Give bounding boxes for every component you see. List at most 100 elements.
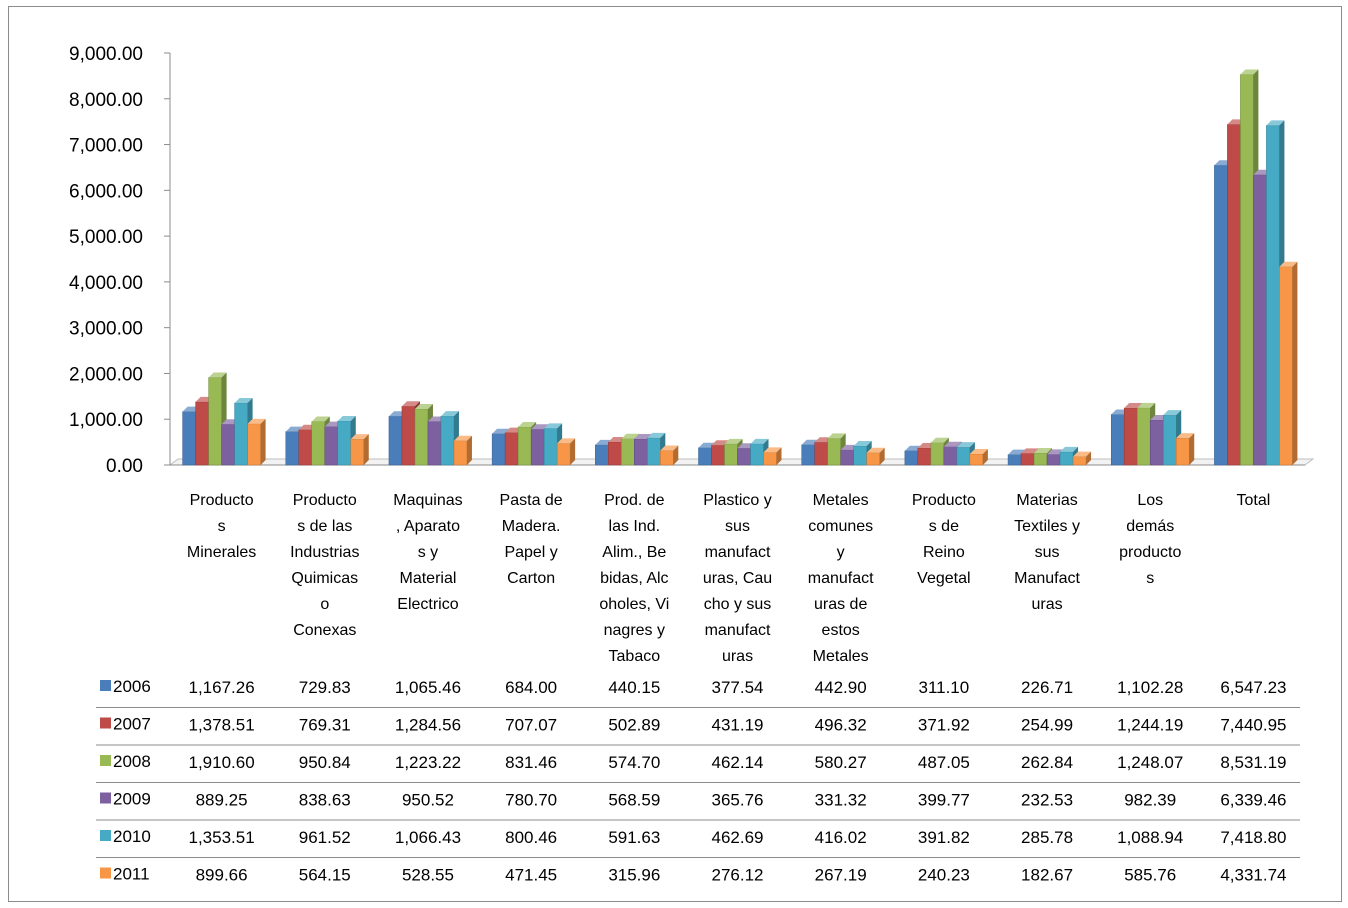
table-cell: 950.52	[402, 791, 454, 810]
table-cell: 564.15	[299, 866, 351, 885]
bar-2007	[917, 447, 932, 466]
bar-side-2011	[1292, 261, 1298, 465]
bar-2010	[750, 443, 764, 466]
bar-2008	[621, 438, 635, 466]
category-label: Prod. de	[604, 492, 665, 509]
bar-2011	[247, 423, 261, 466]
bar-top-2011	[247, 418, 266, 424]
bar-2008	[827, 438, 841, 466]
bar-2009	[221, 424, 235, 466]
bar-2007	[504, 432, 519, 466]
legend-label-2010: 2010	[113, 827, 151, 846]
table-cell: 950.84	[299, 753, 351, 772]
bar-side-2011	[879, 447, 885, 465]
category-label: Madera.	[502, 518, 561, 535]
table-cell: 899.66	[196, 866, 248, 885]
bar-side-2011	[466, 435, 472, 465]
category-label: s y	[418, 544, 438, 561]
table-cell: 440.15	[608, 678, 660, 697]
table-cell: 182.67	[1021, 866, 1073, 885]
bar-2010	[543, 428, 558, 466]
table-cell: 6,339.46	[1220, 791, 1286, 810]
bar-2006	[491, 433, 506, 466]
bar-2006	[904, 450, 919, 466]
bar-top-2010	[750, 438, 769, 444]
category-label: uras, Cau	[703, 570, 772, 587]
table-cell: 1,088.94	[1117, 828, 1183, 847]
category-label: oholes, Vi	[599, 596, 669, 613]
table-cell: 391.82	[918, 828, 970, 847]
bar-2006	[388, 415, 403, 466]
bar-2007	[195, 401, 209, 466]
bar-top-2010	[956, 442, 975, 448]
category-label: demás	[1126, 518, 1174, 535]
bar-2007	[814, 442, 828, 466]
category-label: s	[218, 518, 226, 535]
bar-2011	[1279, 266, 1293, 466]
category-label: Industrias	[290, 544, 359, 561]
category-label: Material	[400, 570, 457, 587]
y-tick-label: 8,000.00	[69, 90, 143, 111]
bar-2007	[711, 445, 725, 466]
category-label: estos	[822, 622, 860, 639]
bar-2009	[943, 446, 958, 466]
table-cell: 1,223.22	[395, 753, 461, 772]
table-cell: 1,284.56	[395, 716, 461, 735]
category-label: producto	[1119, 544, 1181, 561]
legend-key-2006	[100, 680, 111, 691]
bar-side-2011	[776, 447, 782, 465]
bar-top-2011	[969, 449, 988, 455]
bar-2011	[763, 452, 777, 466]
category-label: Carton	[507, 570, 555, 587]
table-cell: 262.84	[1021, 753, 1073, 772]
bar-2007	[1123, 407, 1138, 466]
category-label: Total	[1237, 492, 1271, 509]
category-label: Plastico y	[703, 492, 771, 509]
table-cell: 800.46	[505, 828, 557, 847]
bar-top-2010	[647, 432, 666, 438]
bar-top-2011	[350, 434, 369, 440]
table-cell: 1,910.60	[188, 753, 254, 772]
bar-top-2008	[311, 416, 330, 422]
y-tick-label: 2,000.00	[69, 364, 143, 385]
table-cell: 585.76	[1124, 866, 1176, 885]
table-cell: 377.54	[712, 678, 764, 697]
table-cell: 4,331.74	[1220, 866, 1286, 885]
table-cell: 961.52	[299, 828, 351, 847]
category-label: o	[320, 596, 329, 613]
table-cell: 285.78	[1021, 828, 1073, 847]
table-cell: 232.53	[1021, 791, 1073, 810]
bar-2008	[1033, 452, 1048, 466]
bar-2010	[234, 402, 248, 466]
legend-label-2008: 2008	[113, 752, 151, 771]
table-cell: 684.00	[505, 678, 557, 697]
bar-2010	[337, 420, 352, 466]
bar-2006	[801, 444, 815, 466]
bar-2008	[1136, 407, 1151, 466]
category-label: Alim., Be	[602, 544, 666, 561]
y-tick-label: 0.00	[106, 456, 143, 477]
bar-top-2011	[1279, 261, 1298, 267]
table-cell: 1,353.51	[188, 828, 254, 847]
table-cell: 371.92	[918, 716, 970, 735]
table-cell: 580.27	[815, 753, 867, 772]
category-label: Producto	[912, 492, 976, 509]
category-label: bidas, Alc	[600, 570, 668, 587]
bar-2010	[440, 415, 455, 466]
bar-top-2011	[866, 447, 885, 453]
bar-2009	[1046, 454, 1061, 466]
bar-2009	[324, 426, 339, 466]
bar-2008	[517, 426, 532, 466]
table-cell: 729.83	[299, 678, 351, 697]
table-cell: 487.05	[918, 753, 970, 772]
category-label: sus	[725, 518, 750, 535]
bar-2010	[853, 445, 867, 466]
category-label: sus	[1035, 544, 1060, 561]
bar-side-2011	[982, 449, 988, 465]
table-cell: 982.39	[1124, 791, 1176, 810]
bar-2007	[1020, 453, 1035, 466]
bar-top-2007	[1021, 448, 1040, 454]
bar-2009	[427, 421, 442, 466]
bar-top-2011	[557, 438, 576, 444]
bar-2007	[401, 405, 416, 466]
